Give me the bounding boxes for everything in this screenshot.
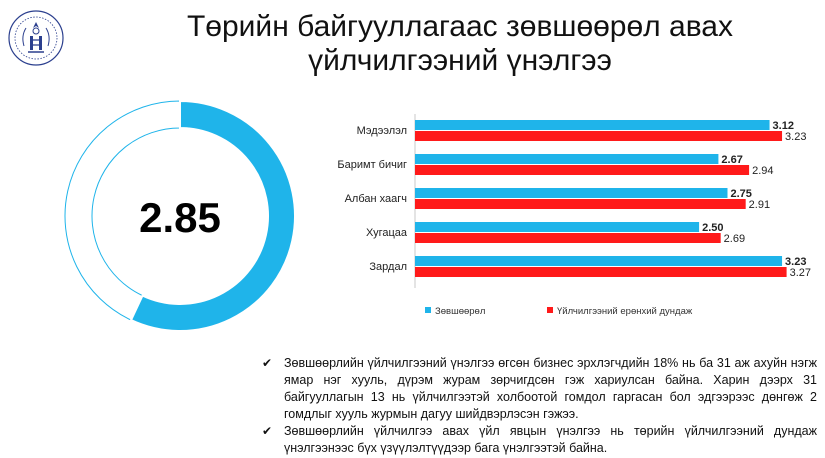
bar-permit [415, 120, 770, 130]
bar-overall [415, 131, 783, 141]
bar-overall [415, 233, 721, 243]
page-title: Төрийн байгууллагаас зөвшөөрөл авах үйлч… [100, 10, 820, 78]
bar-permit [415, 154, 719, 164]
bar-category-label: Баримт бичиг [337, 159, 407, 171]
donut-center-label: 2.85 [139, 194, 221, 241]
notes-list: ✔ Зөвшөөрлийн үйлчилгээний үнэлгээ өгсөн… [262, 355, 817, 457]
bar-permit [415, 256, 783, 266]
legend-swatch [425, 307, 431, 313]
legend-label: Үйлчилгээний ерөнхий дундаж [557, 306, 693, 317]
bar-overall [415, 199, 746, 209]
bar-value-label: 3.23 [785, 256, 806, 268]
note-item: ✔ Зөвшөөрлийн үйлчилгээний үнэлгээ өгсөн… [262, 355, 817, 423]
donut-slice-value [129, 99, 296, 332]
bar-category-label: Хугацаа [366, 227, 408, 239]
bar-permit [415, 188, 728, 198]
check-icon: ✔ [262, 424, 273, 438]
bar-permit [415, 222, 700, 232]
bar-value-label: 2.91 [749, 199, 770, 211]
page-title-line-1: Төрийн байгууллагаас зөвшөөрөл авах [186, 10, 733, 43]
check-icon: ✔ [262, 356, 273, 370]
bar-value-label: 2.75 [731, 188, 752, 200]
bar-value-label: 2.69 [724, 233, 745, 245]
bar-value-label: 3.23 [785, 131, 806, 143]
note-item: ✔ Зөвшөөрлийн үйлчилгээ авах үйл явцын ү… [262, 423, 817, 457]
donut-chart: 2.85 [64, 99, 296, 332]
bar-category-label: Зардал [369, 261, 407, 273]
bar-value-label: 2.50 [702, 222, 723, 234]
bar-value-label: 3.12 [773, 120, 794, 132]
note-text: Зөвшөөрлийн үйлчилгээ авах үйл явцын үнэ… [284, 424, 817, 455]
bar-category-label: Албан хаагч [345, 193, 407, 205]
bar-value-label: 2.94 [752, 165, 773, 177]
note-text: Зөвшөөрлийн үйлчилгээний үнэлгээ өгсөн б… [284, 356, 817, 421]
bar-value-label: 2.67 [721, 154, 742, 166]
legend-swatch [547, 307, 553, 313]
bar-category-label: Мэдээлэл [357, 125, 407, 137]
page-title-line-2: үйлчилгээний үнэлгээ [308, 44, 612, 77]
legend-label: Зөвшөөрөл [435, 306, 485, 317]
organization-logo-icon [8, 10, 64, 66]
bar-value-label: 3.27 [790, 267, 811, 279]
bar-overall [415, 267, 787, 277]
bar-overall [415, 165, 750, 175]
